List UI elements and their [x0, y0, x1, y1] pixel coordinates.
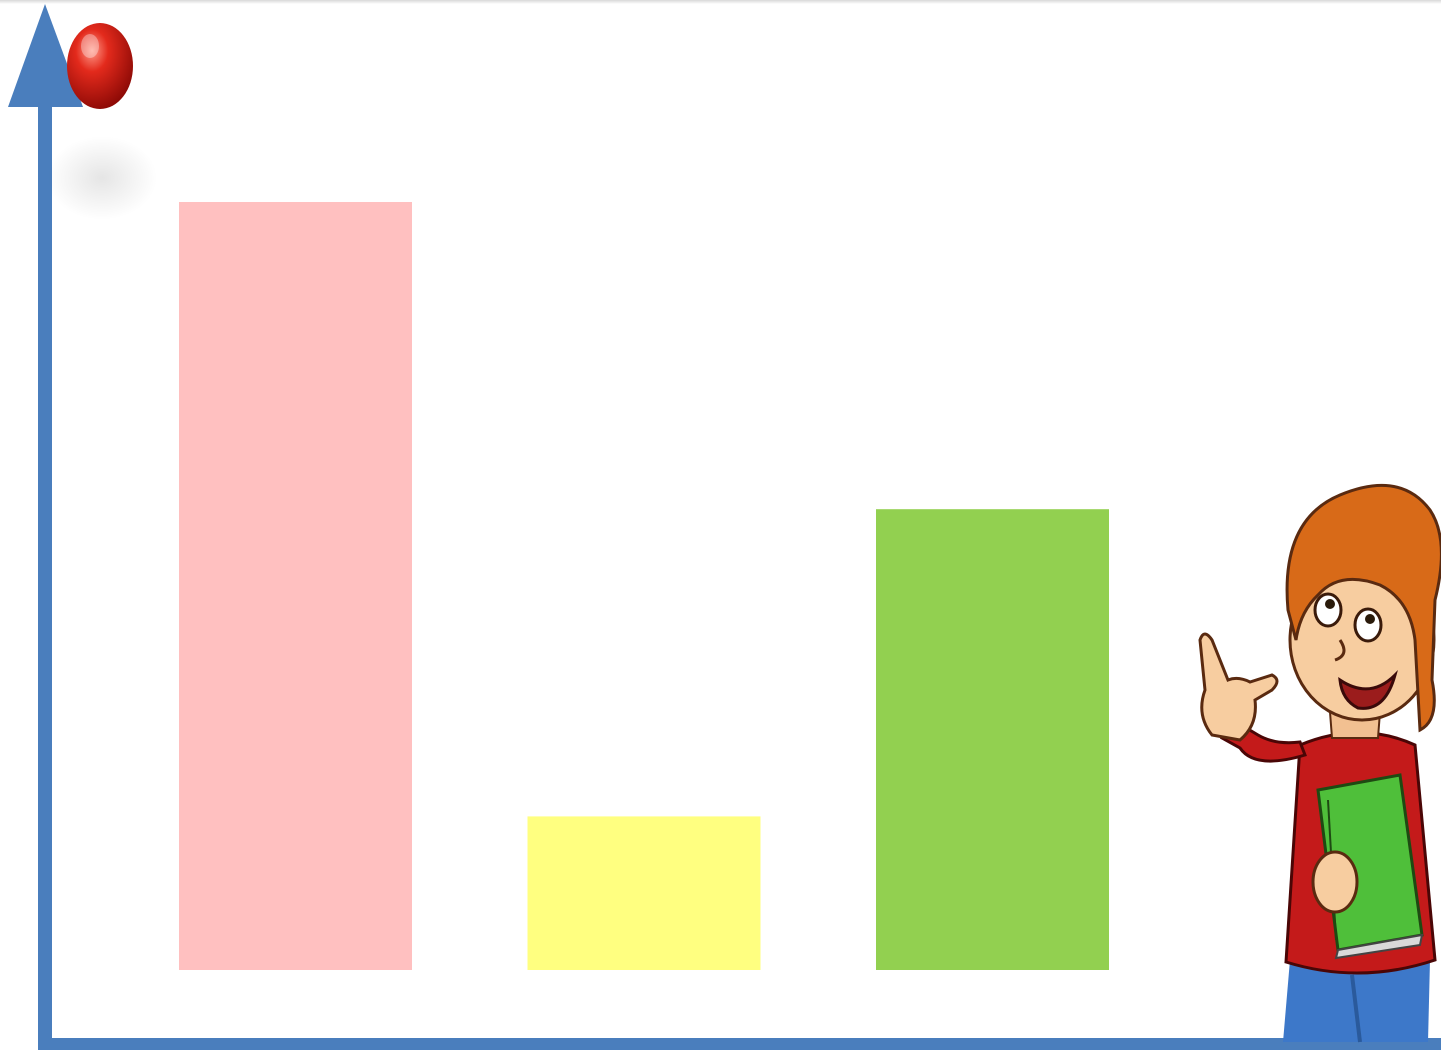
bar-3 [876, 509, 1109, 970]
bars [179, 202, 1109, 970]
bar-1 [179, 202, 412, 970]
bar-2 [527, 816, 761, 970]
red-bead-icon [47, 23, 157, 220]
boy-with-book-icon [1198, 483, 1441, 1043]
top-edge-shadow [0, 0, 1441, 4]
x-axis-line [38, 1038, 1441, 1050]
y-axis-line [38, 95, 52, 1050]
axes [8, 4, 1441, 1050]
y-axis-arrowhead [8, 4, 83, 107]
